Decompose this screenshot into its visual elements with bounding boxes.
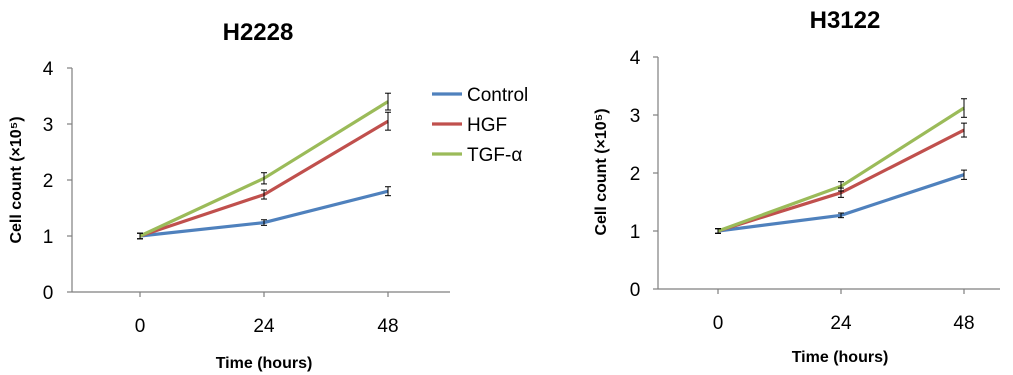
- y-tick-label: 2: [43, 171, 54, 192]
- y-axis-title: Cell count (×10⁵): [593, 108, 610, 235]
- y-tick-label: 3: [630, 106, 641, 127]
- legend: Control HGF TGF-α: [432, 85, 528, 166]
- axes: 0 1 2 3 4 0 24 48: [630, 48, 1000, 334]
- chart-title: H2228: [223, 19, 294, 46]
- legend-label-tgf: TGF-α: [467, 145, 522, 166]
- chart-title: H3122: [810, 7, 881, 34]
- y-tick-label: 1: [630, 222, 641, 243]
- legend-label-hgf: HGF: [467, 115, 507, 136]
- y-tick-label: 2: [630, 164, 641, 185]
- x-tick-label: 48: [377, 316, 398, 337]
- chart-h3122: H3122 0 1 2 3 4 0 24 48 Time (hours) Cell count…: [593, 7, 1000, 366]
- chart-h2228: H2228 0 1 2 3 4 0 24 48 Time (hours) Cell count…: [8, 19, 528, 372]
- y-tick-label: 0: [43, 283, 54, 304]
- x-tick-label: 0: [713, 313, 724, 334]
- axes: 0 1 2 3 4 0 24 48: [43, 59, 450, 337]
- y-axis-title: Cell count (×10⁵): [8, 116, 25, 243]
- x-tick-label: 24: [253, 316, 275, 337]
- x-axis-title: Time (hours): [792, 349, 889, 366]
- plot-area: [715, 98, 967, 234]
- series-line-tgf: [139, 100, 389, 238]
- x-tick-label: 0: [135, 316, 146, 337]
- plot-area: [137, 92, 391, 240]
- x-tick-label: 24: [830, 313, 852, 334]
- y-tick-label: 1: [43, 227, 54, 248]
- y-tick-label: 4: [43, 59, 54, 80]
- x-axis-title: Time (hours): [216, 355, 313, 372]
- legend-label-control: Control: [467, 85, 528, 106]
- x-tick-label: 48: [953, 313, 974, 334]
- y-tick-label: 3: [43, 115, 54, 136]
- y-tick-label: 4: [630, 48, 641, 69]
- y-tick-label: 0: [630, 280, 641, 301]
